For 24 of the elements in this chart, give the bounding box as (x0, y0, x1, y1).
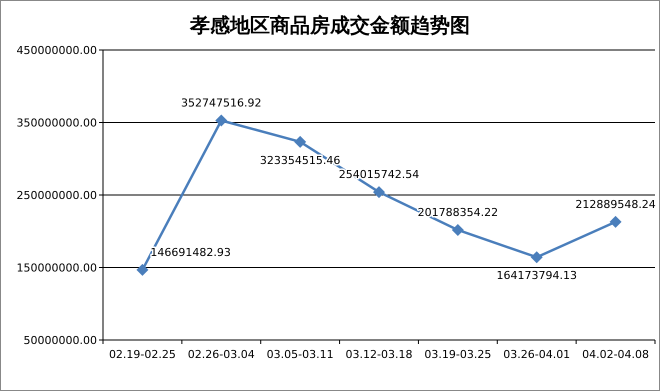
data-label: 146691482.93 (150, 246, 231, 259)
y-tick-label: 150000000.00 (16, 262, 97, 274)
y-tick-label: 250000000.00 (16, 189, 97, 202)
point (610, 216, 622, 228)
x-tick-label: 03.12-03.18 (346, 348, 412, 361)
x-tick-label: 04.02-04.08 (582, 348, 650, 361)
x-tick-label: 03.26-04.01 (503, 348, 570, 361)
point (294, 136, 306, 148)
data-label: 352747516.92 (181, 96, 262, 110)
x-tick-label: 02.26-03.04 (188, 348, 255, 361)
x-tick-label: 02.19-02.25 (108, 348, 176, 361)
y-tick-label: 350000000.00 (16, 116, 97, 130)
x-tick-label: 03.05-03.11 (266, 348, 334, 361)
data-label: 212889548.24 (575, 198, 656, 211)
point (215, 114, 228, 127)
chart-title: 孝感地区商品房成交金额趋势图 (189, 13, 470, 37)
y-tick-label: 50000000.00 (24, 334, 97, 347)
point (373, 186, 385, 198)
point (452, 224, 464, 236)
data-label: 164173794.13 (496, 269, 577, 282)
x-tick-label: 03.19-03.25 (424, 348, 492, 361)
point (530, 251, 543, 264)
point (136, 264, 148, 276)
y-tick-label: 450000000.00 (16, 44, 97, 57)
